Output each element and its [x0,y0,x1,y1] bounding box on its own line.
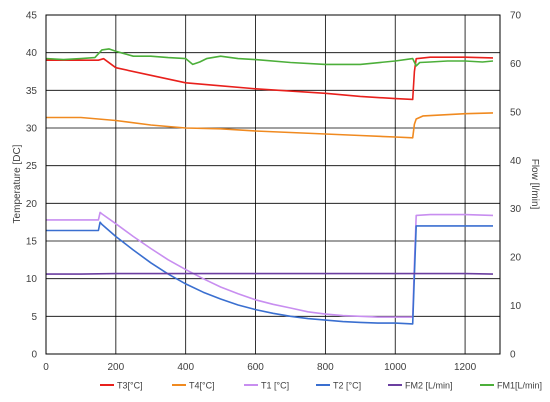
legend-label-4: FM2 [L/min] [405,381,453,391]
legend-label-5: FM1[L/min] [497,381,542,391]
x-tick-label: 200 [108,362,125,373]
x-tick-label: 1200 [454,362,477,373]
plot-frame [45,14,501,355]
x-tick-label: 1000 [384,362,407,373]
series-line-4 [46,272,494,275]
series-line-1 [46,112,494,139]
y2-axis-label: Flow [l/min] [529,159,540,210]
y-tick-label: 40 [26,48,38,59]
y-tick-label: 5 [31,312,37,323]
y2-tick-label: 10 [510,301,522,312]
y2-tick-label: 40 [510,156,522,167]
y-tick-label: 35 [26,86,38,97]
y2-tick-label: 70 [510,11,522,22]
y-tick-label: 30 [26,124,38,135]
legend: T3[°C] T4[°C] T1 [°C] T2 [°C] FM2 [L/min] FM1… [100,381,542,391]
y-axis-label: Temperature [DC] [12,144,23,223]
y2-tick-label: 30 [510,204,522,215]
y-tick-label: 25 [26,161,38,172]
y2-tick-label: 50 [510,107,522,118]
series-layer [45,48,494,325]
x-tick-label: 800 [317,362,334,373]
ticks: 0 200 400 600 800 1000 1200 0 5 10 15 20 25 30 35 40 45 0… [26,11,522,374]
series-line-0 [46,56,494,101]
x-tick-label: 600 [247,362,264,373]
y-tick-label: 10 [26,274,38,285]
y-tick-label: 20 [26,199,38,210]
x-tick-label: 400 [177,362,194,373]
x-tick-label: 0 [43,362,49,373]
y2-tick-label: 60 [510,59,522,70]
legend-label-2: T1 [°C] [261,381,289,391]
y-tick-label: 45 [26,11,38,22]
y2-tick-label: 0 [510,350,516,361]
y2-tick-label: 20 [510,253,522,264]
y-tick-label: 0 [31,350,37,361]
legend-label-3: T2 [°C] [333,381,361,391]
legend-label-0: T3[°C] [117,381,143,391]
series-line-3 [46,221,493,325]
legend-label-1: T4[°C] [189,381,215,391]
y-tick-label: 15 [26,237,38,248]
series-line-5 [45,48,494,67]
